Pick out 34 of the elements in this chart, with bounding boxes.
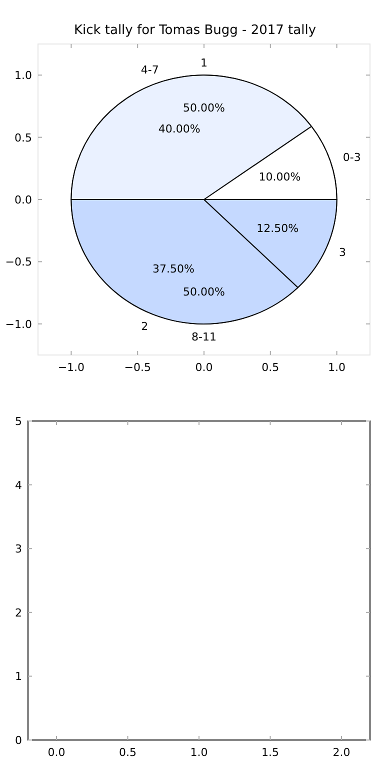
data-label: 40.00% [158,122,200,136]
y-tick-label: 2 [15,606,22,620]
x-tick-label: 0.0 [48,746,66,759]
x-tick-label: 1.0 [328,361,346,374]
y-tick-label: 1 [15,670,22,684]
x-tick-label: 0.5 [119,746,136,759]
slice-label: 3 [338,246,346,259]
x-tick-label: 1.0 [190,746,208,759]
y-tick-label: 1.0 [14,69,32,82]
x-tick-label: −0.5 [124,361,151,374]
data-label: 50.00% [183,101,225,114]
data-label: 37.50% [152,262,194,276]
y-tick-label: −1.0 [5,318,32,331]
y-tick-label: 0.5 [14,131,32,144]
y-tick-label: −0.5 [5,256,32,269]
y-tick-label: 0 [15,734,22,747]
data-label: 50.00% [183,286,225,299]
data-label: 10.00% [258,170,301,184]
slice-label: 8-11 [192,330,216,344]
y-tick-label: 5 [15,415,22,428]
slice-label: 4-7 [140,63,159,76]
slice-label: 2 [141,320,148,333]
y-tick-label: 0.0 [14,194,32,206]
y-tick-label: 3 [15,542,22,556]
x-tick-label: 0.0 [195,361,213,374]
data-label: 12.50% [256,222,299,236]
x-tick-label: 1.5 [262,746,279,759]
x-tick-label: 2.0 [332,746,350,759]
slice-label: 0-3 [342,151,361,164]
y-tick-label: 4 [15,478,22,492]
x-tick-label: −1.0 [58,361,85,374]
slice-label: 1 [200,56,208,70]
x-tick-label: 0.5 [262,361,280,374]
chart-title: Kick tally for Tomas Bugg - 2017 tally [74,23,316,38]
